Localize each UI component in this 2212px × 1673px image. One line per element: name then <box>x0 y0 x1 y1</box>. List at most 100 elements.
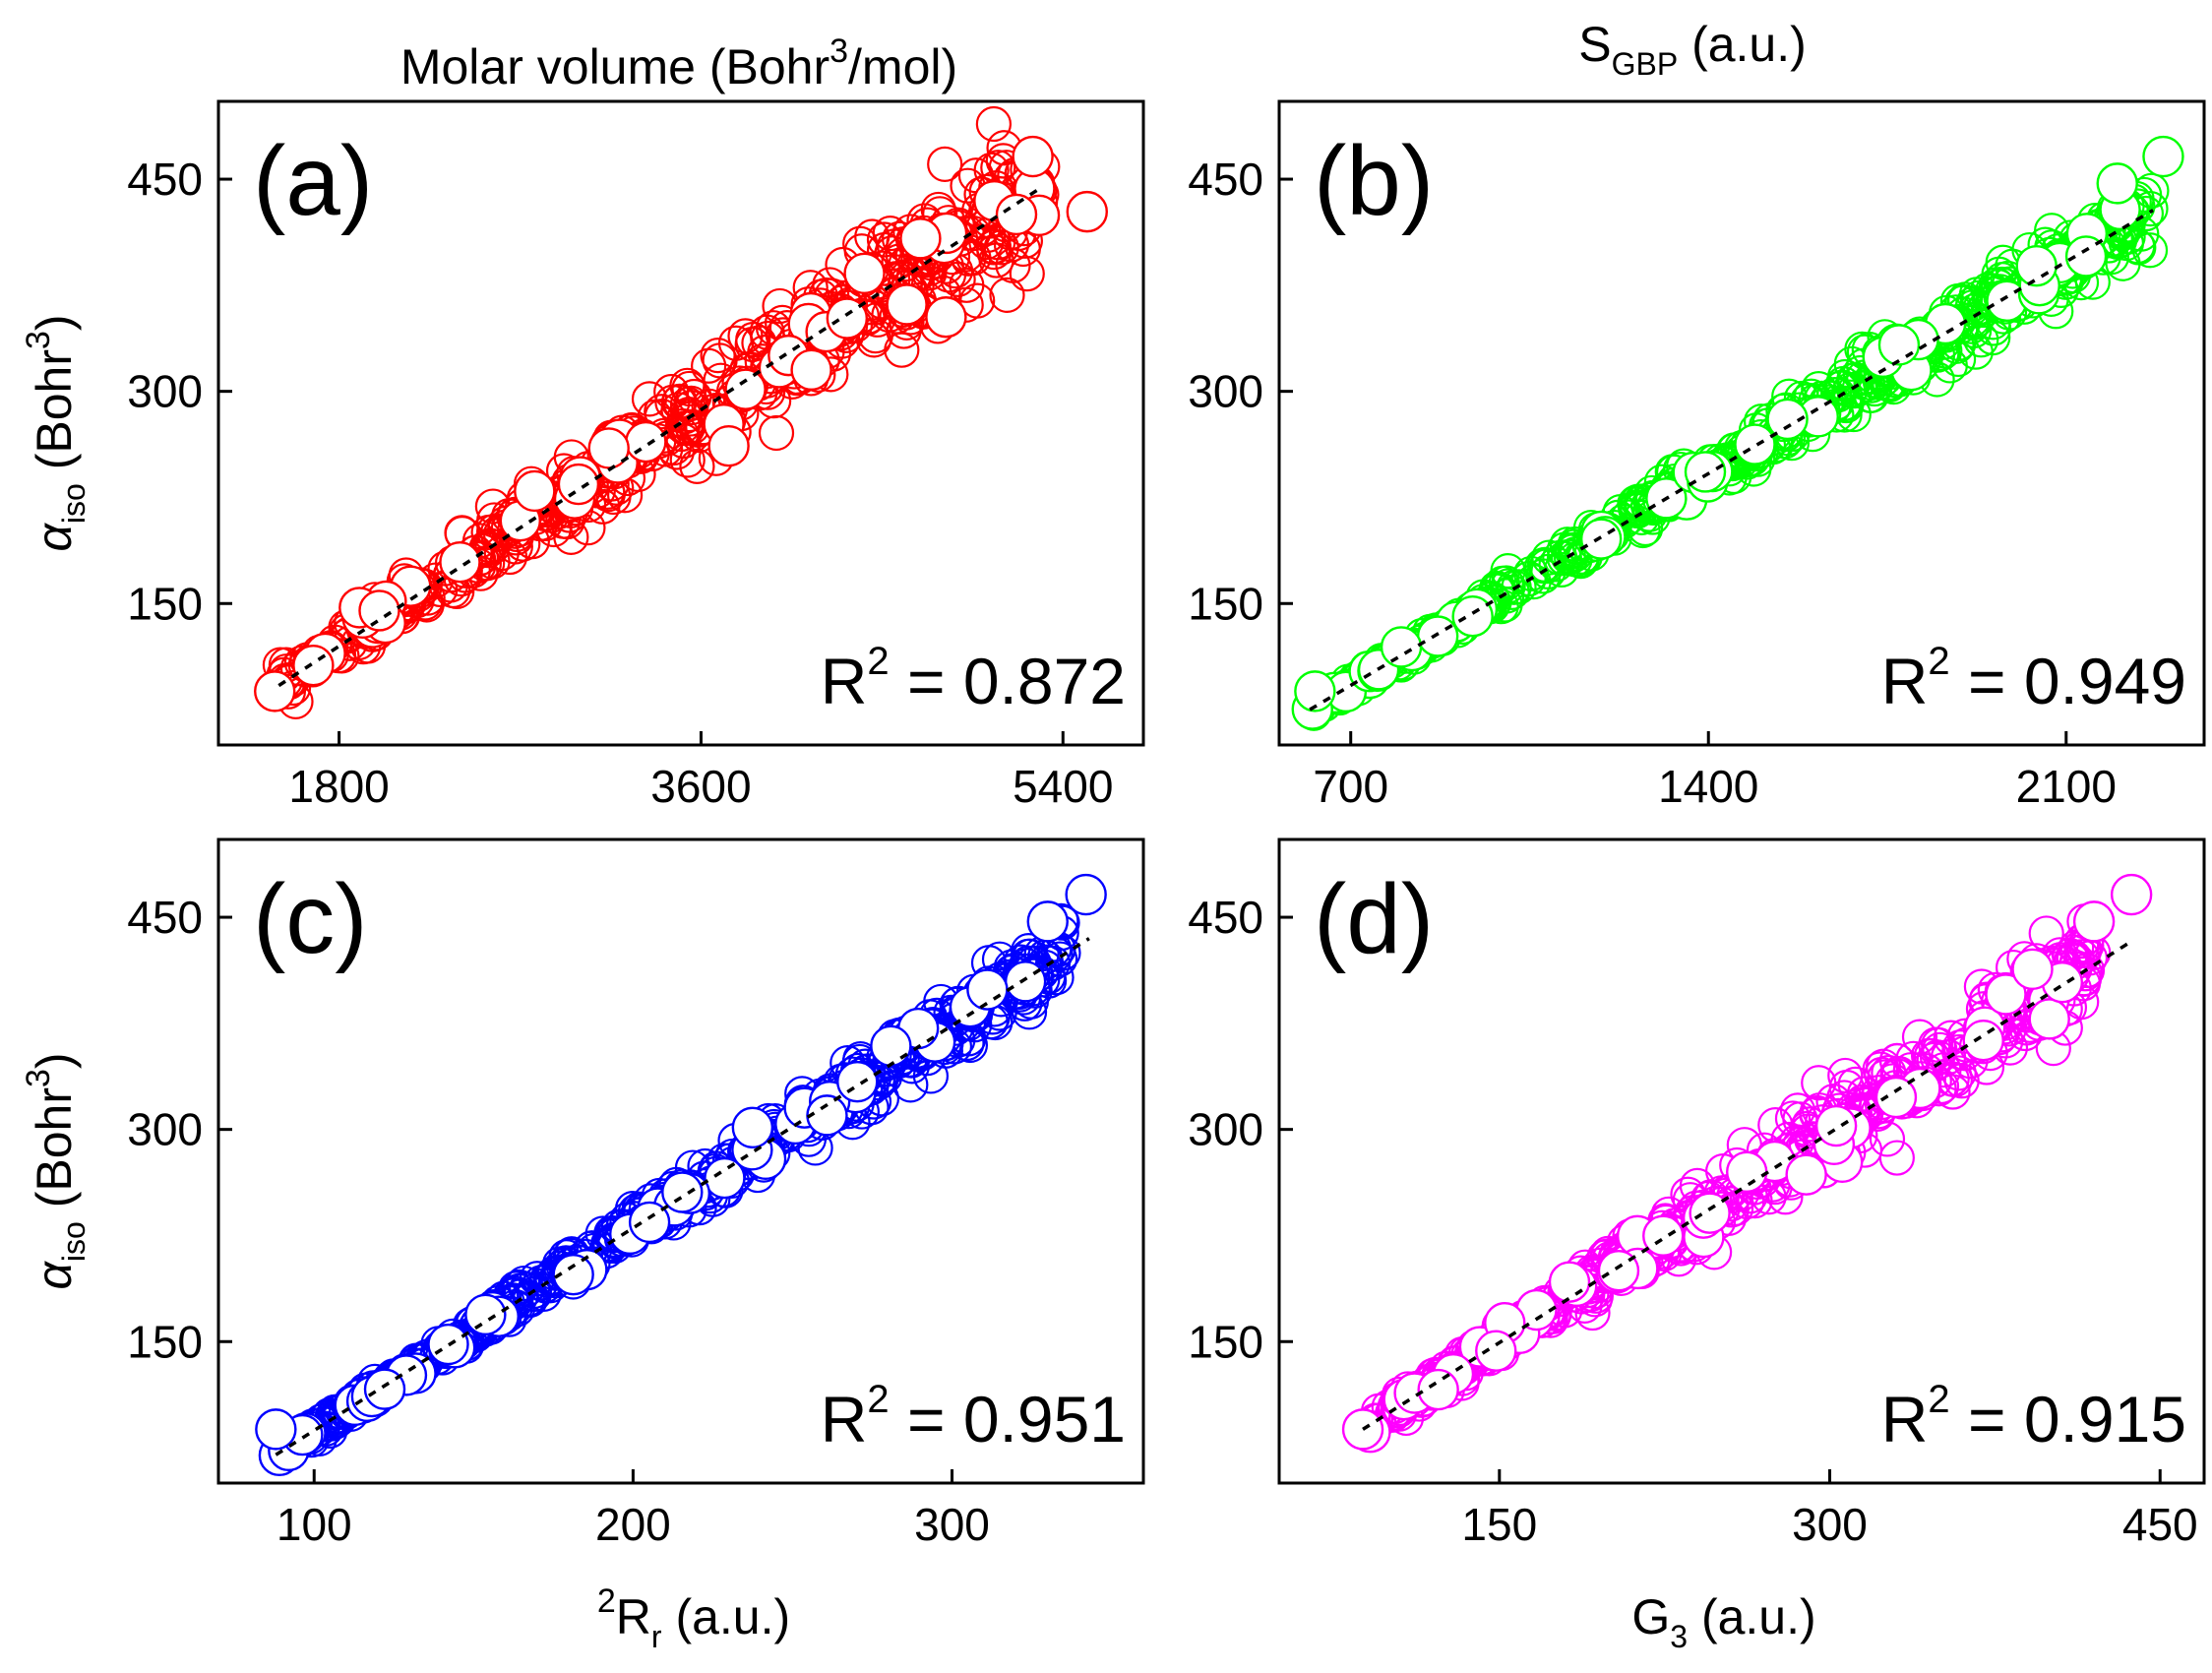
panel-c: 150 300 450 100 200 300 (c) R2 = 0.951 <box>127 837 1145 1550</box>
data-point <box>1417 1368 1459 1411</box>
data-point <box>1548 1261 1591 1303</box>
data-point <box>661 1171 704 1213</box>
data-point <box>731 1106 774 1149</box>
data-point <box>927 146 963 182</box>
data-point <box>1026 900 1069 943</box>
y-tick-label: 300 <box>1188 366 1263 417</box>
data-point <box>925 296 967 339</box>
data-point <box>790 348 832 392</box>
x-tick-label: 700 <box>1313 761 1388 812</box>
data-point <box>1553 538 1589 575</box>
data-point <box>1689 1192 1731 1234</box>
data-point <box>989 277 1025 313</box>
data-point <box>1836 373 1874 409</box>
panel-d: 150 300 450 150 300 450 (d) R2 = 0.915 <box>1188 837 2206 1550</box>
data-point <box>975 105 1012 143</box>
data-point <box>1785 1153 1827 1196</box>
y-tick-label: 450 <box>127 892 203 943</box>
y-tick-label: 300 <box>127 1104 203 1155</box>
x-tick-label: 3600 <box>650 761 751 812</box>
data-point <box>1501 569 1537 605</box>
data-point <box>899 217 942 260</box>
data-point <box>704 1156 746 1200</box>
data-point <box>1004 960 1047 1003</box>
data-point <box>255 1408 297 1451</box>
data-point <box>653 373 690 410</box>
data-point <box>1828 1069 1865 1106</box>
data-point <box>1963 322 1999 358</box>
panel-b: 150 300 450 700 1400 2100 (b) R2 = 0.949 <box>1188 99 2206 812</box>
data-point <box>870 1024 912 1068</box>
data-point <box>679 448 715 484</box>
x-tick-label: 1400 <box>1658 761 1758 812</box>
data-point <box>587 427 630 469</box>
data-point <box>2011 948 2054 990</box>
data-point <box>995 193 1038 236</box>
data-point <box>1066 190 1108 233</box>
y-tick-label: 300 <box>1188 1104 1263 1155</box>
scatter-points <box>1291 135 2184 731</box>
data-point <box>625 420 667 464</box>
data-point <box>292 644 335 687</box>
data-point <box>2096 162 2138 205</box>
data-point <box>707 424 750 467</box>
panel-letter: (d) <box>1314 864 1434 974</box>
data-point <box>1766 398 1809 441</box>
x-tick-label: 150 <box>1461 1499 1537 1550</box>
data-point <box>1874 1076 1918 1119</box>
data-point <box>1484 565 1520 601</box>
bottom-title-right: G3 (a.u.) <box>1631 1589 1815 1654</box>
data-point <box>966 968 1009 1011</box>
y-tick-label: 450 <box>127 154 203 205</box>
data-point <box>553 519 589 555</box>
panel-letter: (a) <box>253 126 373 236</box>
y-tick-label: 150 <box>127 578 203 629</box>
scatter-points <box>254 105 1108 719</box>
data-point <box>1475 1330 1517 1372</box>
data-point <box>514 469 556 513</box>
panel-letter: (c) <box>253 864 368 974</box>
data-point <box>2028 998 2070 1040</box>
data-point <box>1939 341 1977 378</box>
r2-label: R2 = 0.949 <box>1881 640 2186 717</box>
data-point <box>836 1060 879 1103</box>
plot-frame <box>216 99 1145 747</box>
data-point <box>1451 595 1494 638</box>
r2-label: R2 = 0.915 <box>1881 1378 2186 1456</box>
x-tick-label: 200 <box>595 1499 671 1550</box>
data-point <box>886 283 928 326</box>
data-point <box>2072 900 2116 943</box>
top-title-right: SGBP (a.u.) <box>1578 17 1807 82</box>
data-point <box>1877 324 1921 366</box>
bottom-title-left: 2Rr (a.u.) <box>597 1582 790 1654</box>
data-point <box>1878 1140 1915 1176</box>
data-point <box>464 1293 507 1336</box>
top-title-left: Molar volume (Bohr3/mol) <box>400 32 957 94</box>
data-point <box>1416 615 1459 657</box>
y-tick-label: 450 <box>1188 154 1263 205</box>
x-tick-label: 2100 <box>2016 761 2117 812</box>
data-point <box>1814 1104 1858 1147</box>
data-point <box>2142 135 2184 178</box>
data-point <box>857 318 893 354</box>
x-tick-label: 100 <box>276 1499 352 1550</box>
data-point <box>2110 873 2153 916</box>
x-tick-label: 1800 <box>288 761 389 812</box>
y-tick-label: 450 <box>1188 892 1263 943</box>
data-point <box>363 1368 406 1410</box>
data-point <box>552 1253 594 1296</box>
x-tick-label: 5400 <box>1013 761 1113 812</box>
data-point <box>1801 1065 1837 1101</box>
data-point <box>1734 423 1776 465</box>
fit-line <box>275 937 1090 1456</box>
data-point <box>1822 370 1860 406</box>
data-point <box>724 368 767 410</box>
data-point <box>2120 229 2157 266</box>
fit-line <box>277 187 1040 688</box>
y-tick-label: 150 <box>1188 1316 1263 1367</box>
y-tick-label: 300 <box>127 366 203 417</box>
data-point <box>1065 873 1107 916</box>
data-point <box>1869 1121 1906 1157</box>
data-point <box>949 267 985 303</box>
